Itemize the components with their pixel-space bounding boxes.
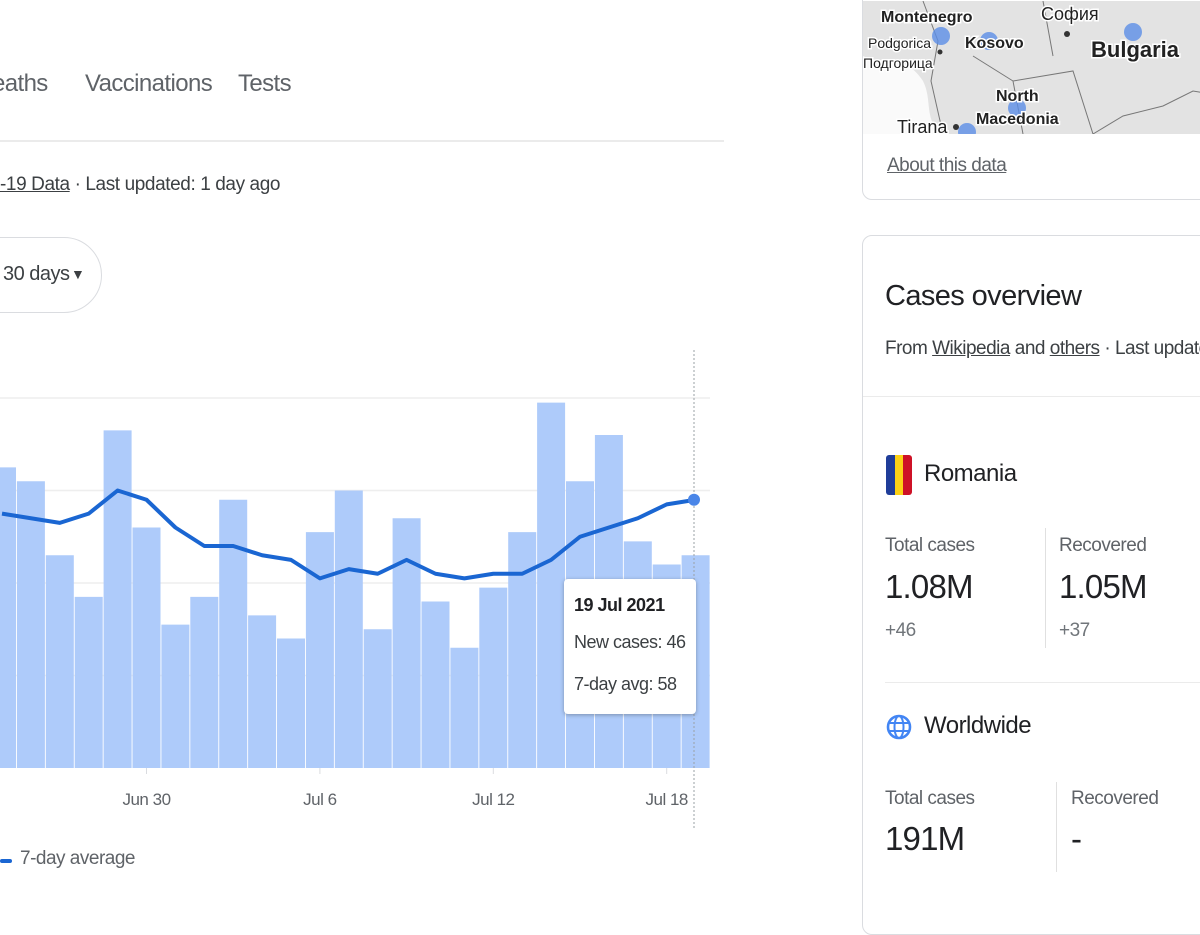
romania-recovered-label: Recovered [1059,535,1147,556]
tooltip-avg: 7-day avg: 58 [574,674,677,694]
overview-from: From [885,338,933,359]
worldwide-recovered-label: Recovered [1071,788,1159,809]
globe-icon [886,714,912,740]
bar-jul-11[interactable] [450,647,479,768]
stat-separator [1056,782,1057,872]
romania-recovered-value: 1.05M [1059,568,1148,605]
bar-jul-9[interactable] [392,518,421,768]
bar-jun-27[interactable] [45,555,74,768]
overview-divider [863,396,1200,397]
last-updated: · Last updated: 1 day ago [69,174,281,195]
tab-tests[interactable]: Tests [238,70,292,97]
overview-updated: · Last updated: [1104,338,1200,359]
bar-jul-6[interactable] [305,532,334,768]
bar-jul-14[interactable] [537,402,566,768]
stat-separator [1045,528,1046,648]
bar-jul-2[interactable] [190,596,219,768]
map[interactable]: Montenegro Podgorica Подгорица Kosovo Со… [863,1,1200,134]
tab-vaccinations[interactable]: Vaccinations [85,70,213,97]
bar-jul-10[interactable] [421,601,450,769]
map-label: Kosovo [965,35,1024,52]
cases-overview-card [862,235,1200,935]
x-tick-label: Jul 6 [303,790,337,809]
bar-jul-8[interactable] [363,629,392,768]
dropdown-caret-icon: ▼ [71,266,85,282]
worldwide-total-value: 191M [885,820,965,857]
map-dot[interactable] [1124,23,1142,41]
tooltip-date: 19 Jul 2021 [574,595,665,615]
wikipedia-link[interactable]: Wikipedia [932,338,1010,359]
bar-jun-30[interactable] [132,527,161,769]
avg-line [1,488,696,581]
map-card: Montenegro Podgorica Подгорица Kosovo Со… [862,0,1200,200]
tab-deaths[interactable]: eaths [0,70,48,97]
map-dot[interactable] [1008,99,1026,117]
date-range-value: 30 days [3,263,70,285]
worldwide-recovered-value: - [1071,820,1082,857]
map-label: Подгорица [863,55,933,71]
data-source-link[interactable]: -19 Data [0,174,70,195]
data-source: -19 Data · Last updated: 1 day ago [0,174,280,196]
romania-total-label: Total cases [885,535,975,556]
map-dot[interactable] [932,27,950,45]
bar-jun-29[interactable] [103,430,132,768]
overview-source: From Wikipedia and others · Last updated… [885,338,1200,360]
others-link[interactable]: others [1049,338,1100,359]
map-label: North [996,88,1039,105]
x-tick-label: Jul 18 [645,790,689,809]
bar-jul-1[interactable] [161,624,190,768]
map-label: Podgorica [868,35,931,51]
x-tick-label: Jul 12 [472,790,515,809]
bar-jul-12[interactable] [479,587,508,768]
map-label: Montenegro [881,9,973,26]
about-this-data-link[interactable]: About this data [887,155,1007,176]
legend-line-swatch [0,859,12,863]
cases-overview-title: Cases overview [885,280,1082,312]
legend-avg-label: 7-day average [20,848,135,869]
map-label: Tirana [897,117,948,134]
bar-jun-28[interactable] [74,596,103,768]
romania-total-delta: +46 [885,620,916,641]
cases-chart[interactable] [0,340,724,840]
bar-jul-3[interactable] [219,499,248,768]
romania-recovered-delta: +37 [1059,620,1090,641]
map-label: Macedonia [976,111,1059,128]
region-divider [885,682,1200,683]
map-dot[interactable] [958,123,976,134]
region-romania[interactable]: Romania [924,460,1017,487]
map-label: Bulgaria [1091,37,1180,62]
romania-flag-icon [886,455,912,495]
tabs-divider [0,140,724,142]
romania-total-value: 1.08M [885,568,974,605]
avg-point-hover[interactable] [688,493,700,506]
bar-jun-25[interactable] [0,467,16,768]
map-label: София [1041,4,1099,24]
tooltip-new-cases: New cases: 46 [574,632,686,652]
x-tick-label: Jun 30 [122,790,171,809]
date-range-select[interactable]: 30 days ▼ [0,237,102,313]
worldwide-total-label: Total cases [885,788,975,809]
bar-jul-5[interactable] [277,638,305,769]
chart-tooltip: 19 Jul 2021 New cases: 46 7-day avg: 58 [564,579,696,714]
bar-jun-26[interactable] [16,481,45,768]
bar-jul-4[interactable] [248,615,277,768]
region-worldwide[interactable]: Worldwide [924,712,1032,739]
overview-and: and [1009,338,1050,359]
bar-jul-7[interactable] [334,490,363,769]
map-dot[interactable] [980,32,998,50]
